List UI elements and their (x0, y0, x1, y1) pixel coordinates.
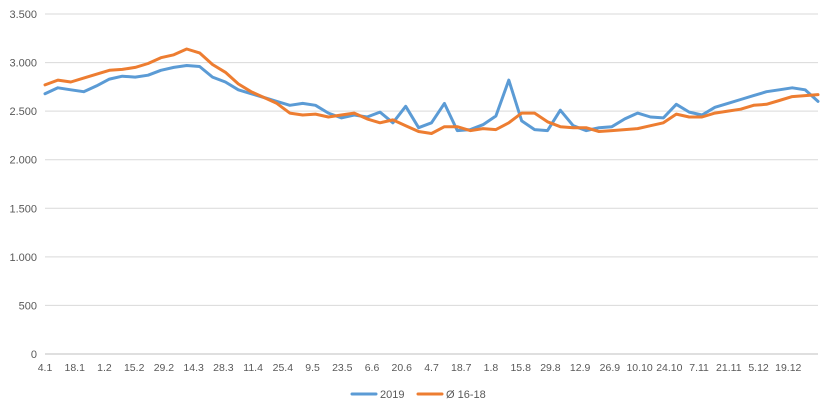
x-tick-label: 25.4 (273, 362, 294, 374)
x-tick-label: 24.10 (656, 362, 682, 374)
y-tick-label: 500 (19, 300, 37, 312)
series-line-2019 (43, 64, 820, 133)
x-tick-label: 29.8 (540, 362, 561, 374)
x-tick-label: 5.12 (748, 362, 769, 374)
x-tick-label: 4.1 (38, 362, 53, 374)
x-tick-label: 15.8 (510, 362, 531, 374)
x-tick-label: 14.3 (183, 362, 204, 374)
x-tick-label: 12.9 (570, 362, 591, 374)
x-tick-label: 4.7 (424, 362, 439, 374)
y-tick-label: 1.000 (9, 252, 37, 264)
y-tick-label: 3.000 (9, 58, 37, 70)
x-tick-label: 29.2 (154, 362, 175, 374)
x-axis: 4.1 18.1 1.2 15.2 29.2 14.3 28.3 11.4 25.4 9.5 23.… (38, 353, 818, 374)
x-tick-label: 1.8 (484, 362, 499, 374)
x-tick-label: 11.4 (243, 362, 263, 374)
y-axis: 0 500 1.000 1.500 2.000 2.500 3.000 3.500 (9, 9, 37, 361)
legend-label: 2019 (380, 389, 404, 401)
x-tick-label: 23.5 (332, 362, 353, 374)
legend: 2019 Ø 16-18 (350, 389, 486, 401)
x-tick-label: 15.2 (124, 362, 145, 374)
x-tick-label: 10.10 (626, 362, 652, 374)
x-tick-label: 18.7 (451, 362, 472, 374)
x-tick-label: 7.11 (689, 362, 709, 374)
y-tick-label: 3.500 (9, 9, 37, 21)
x-tick-label: 21.11 (716, 362, 742, 374)
x-tick-label: 20.6 (392, 362, 413, 374)
series-line-avg-16-18 (43, 47, 820, 135)
y-tick-label: 2.000 (9, 155, 37, 167)
x-tick-label: 26.9 (600, 362, 621, 374)
x-tick-label: 1.2 (97, 362, 112, 374)
y-tick-label: 2.500 (9, 106, 37, 118)
x-tick-label: 28.3 (213, 362, 234, 374)
gridlines (45, 13, 818, 355)
x-tick-label: 19.12 (775, 362, 801, 374)
series-lines (43, 47, 820, 135)
x-tick-label: 9.5 (305, 362, 320, 374)
x-tick-label: 6.6 (365, 362, 380, 374)
legend-label: Ø 16-18 (446, 389, 486, 401)
y-tick-label: 0 (31, 349, 37, 361)
x-tick-label: 18.1 (65, 362, 86, 374)
y-tick-label: 1.500 (9, 203, 37, 215)
